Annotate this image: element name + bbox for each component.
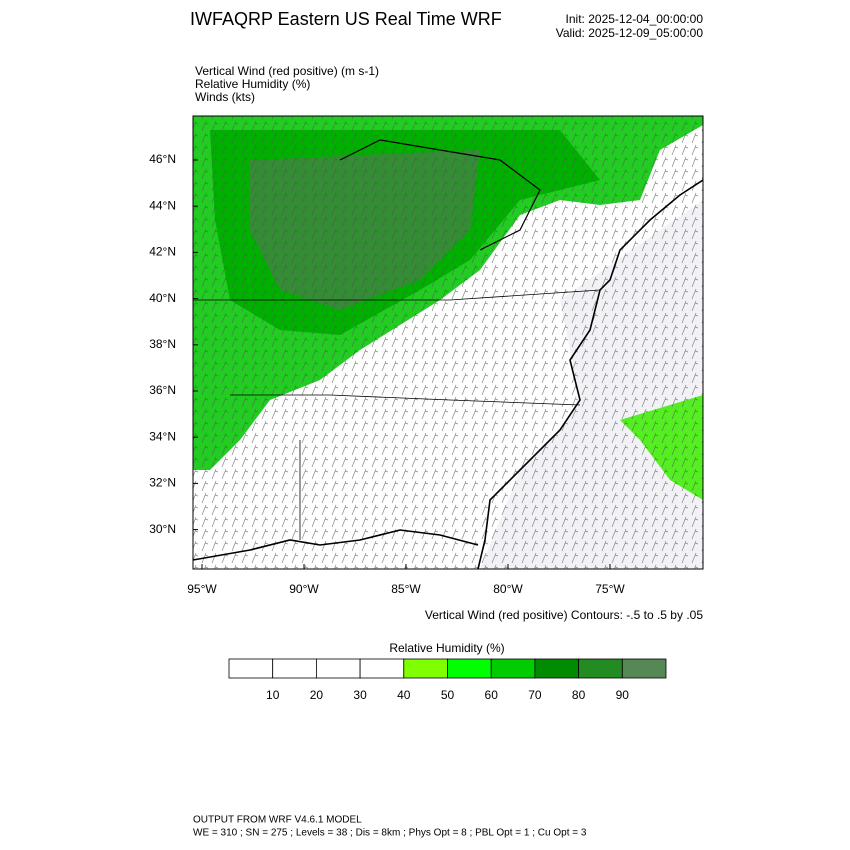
colorbar-box (534, 658, 580, 679)
lon-label: 80°W (493, 582, 523, 596)
colorbar-label: 50 (441, 688, 455, 702)
lat-label: 46°N (149, 152, 176, 166)
lat-label: 38°N (149, 337, 176, 351)
map (192, 115, 704, 570)
colorbar-label: 30 (353, 688, 367, 702)
colorbar-box (490, 658, 536, 679)
colorbar-label: 70 (528, 688, 542, 702)
title: IWFAQRP Eastern US Real Time WRF (190, 9, 502, 29)
footer: OUTPUT FROM WRF V4.6.1 MODEL (193, 815, 362, 826)
lon-label: 90°W (289, 582, 319, 596)
colorbar-box (272, 658, 317, 679)
colorbar-box (359, 658, 405, 679)
colorbar-box (403, 658, 448, 679)
lat-label: 40°N (149, 291, 176, 305)
init-time: Init: 2025-12-04_00:00:00 (566, 12, 704, 26)
field-label: Winds (kts) (195, 90, 255, 104)
colorbar-box (447, 658, 492, 679)
colorbar: 10 20 30 40 50 60 70 80 90 (228, 658, 667, 702)
lat-label: 42°N (149, 245, 176, 259)
colorbar-box (578, 658, 623, 679)
colorbar-label: 80 (572, 688, 586, 702)
lon-label: 85°W (391, 582, 421, 596)
colorbar-box (621, 658, 667, 679)
colorbar-box (228, 658, 274, 679)
colorbar-label: 10 (266, 688, 280, 702)
lat-label: 30°N (149, 522, 176, 536)
colorbar-label: 60 (485, 688, 499, 702)
colorbar-box (315, 658, 361, 679)
field-label: Vertical Wind (red positive) (m s-1) (195, 64, 379, 78)
valid-time: Valid: 2025-12-09_05:00:00 (556, 26, 704, 40)
colorbar-label: 20 (310, 688, 324, 702)
colorbar-label: 40 (397, 688, 411, 702)
lon-label: 75°W (595, 582, 625, 596)
lat-label: 34°N (149, 429, 176, 443)
lat-label: 44°N (149, 198, 176, 212)
contour-note: Vertical Wind (red positive) Contours: -… (425, 608, 703, 622)
footer: WE = 310 ; SN = 275 ; Levels = 38 ; Dis … (193, 828, 587, 839)
field-label: Relative Humidity (%) (195, 77, 310, 91)
colorbar-label: 90 (616, 688, 630, 702)
lat-label: 32°N (149, 476, 176, 490)
lat-label: 36°N (149, 383, 176, 397)
colorbar-title: Relative Humidity (%) (389, 641, 504, 655)
lon-label: 95°W (187, 582, 217, 596)
